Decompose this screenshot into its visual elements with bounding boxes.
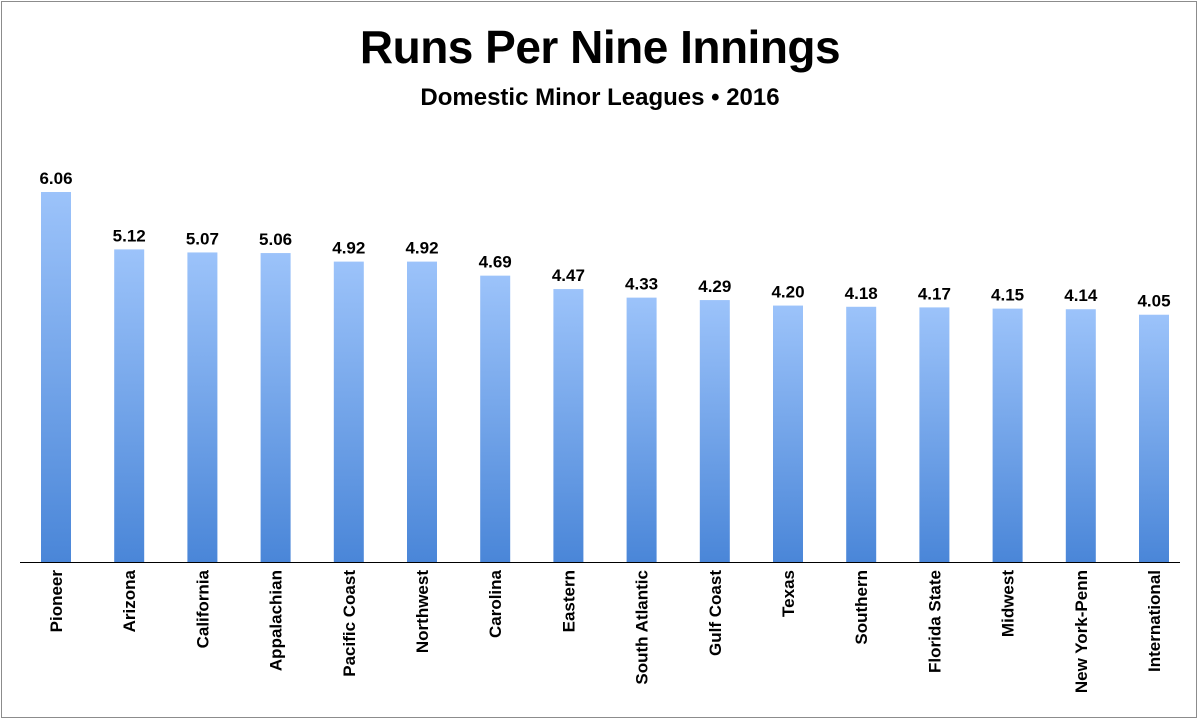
category-label: Carolina xyxy=(486,569,505,638)
category-label: Eastern xyxy=(559,570,578,632)
category-label: Florida State xyxy=(925,570,944,673)
bar-southern xyxy=(846,306,877,562)
value-label: 4.92 xyxy=(332,239,365,258)
category-label: New York-Penn xyxy=(1072,570,1091,693)
bar-south-atlantic xyxy=(626,297,657,562)
bar-midwest xyxy=(992,308,1023,562)
bar-gulf-coast xyxy=(699,300,730,562)
value-label: 4.05 xyxy=(1137,292,1170,311)
category-label: Midwest xyxy=(999,570,1018,637)
value-label: 4.29 xyxy=(698,277,731,296)
category-label: Pacific Coast xyxy=(340,570,359,677)
category-label: Appalachian xyxy=(267,570,286,671)
chart-subtitle: Domestic Minor Leagues • 2016 xyxy=(420,84,780,111)
category-label: California xyxy=(193,569,212,648)
bar-carolina xyxy=(480,275,511,562)
bar-california xyxy=(187,252,218,562)
category-label: Arizona xyxy=(120,569,139,632)
category-label: International xyxy=(1145,570,1164,672)
bar-pacific-coast xyxy=(333,261,364,562)
bar-texas xyxy=(773,305,803,562)
bar-arizona xyxy=(114,249,145,562)
value-label: 5.06 xyxy=(259,230,292,249)
chart-title: Runs Per Nine Innings xyxy=(359,21,841,73)
value-label: 4.17 xyxy=(918,284,951,303)
value-label: 4.92 xyxy=(405,239,438,258)
bar-florida-state xyxy=(919,307,950,562)
value-label: 6.06 xyxy=(39,169,72,188)
bar-pioneer xyxy=(41,192,71,562)
value-label: 5.07 xyxy=(186,229,219,248)
value-label: 5.12 xyxy=(113,226,146,245)
value-label: 4.33 xyxy=(625,275,658,294)
bar-new-york-penn xyxy=(1065,309,1096,562)
category-label: Pioneer xyxy=(47,570,66,633)
category-label: Gulf Coast xyxy=(706,570,725,656)
category-label: Northwest xyxy=(413,570,432,653)
category-label: South Atlantic xyxy=(633,570,652,685)
value-label: 4.69 xyxy=(479,253,512,272)
value-label: 4.14 xyxy=(1064,286,1098,305)
bar-eastern xyxy=(553,289,584,562)
value-label: 4.15 xyxy=(991,286,1024,305)
category-label: Texas xyxy=(779,570,798,617)
category-label: Southern xyxy=(852,570,871,645)
bar-international xyxy=(1139,314,1169,562)
value-label: 4.20 xyxy=(771,283,804,302)
bar-northwest xyxy=(407,261,437,562)
value-label: 4.18 xyxy=(845,284,878,303)
value-label: 4.47 xyxy=(552,266,585,285)
bar-appalachian xyxy=(260,253,291,563)
